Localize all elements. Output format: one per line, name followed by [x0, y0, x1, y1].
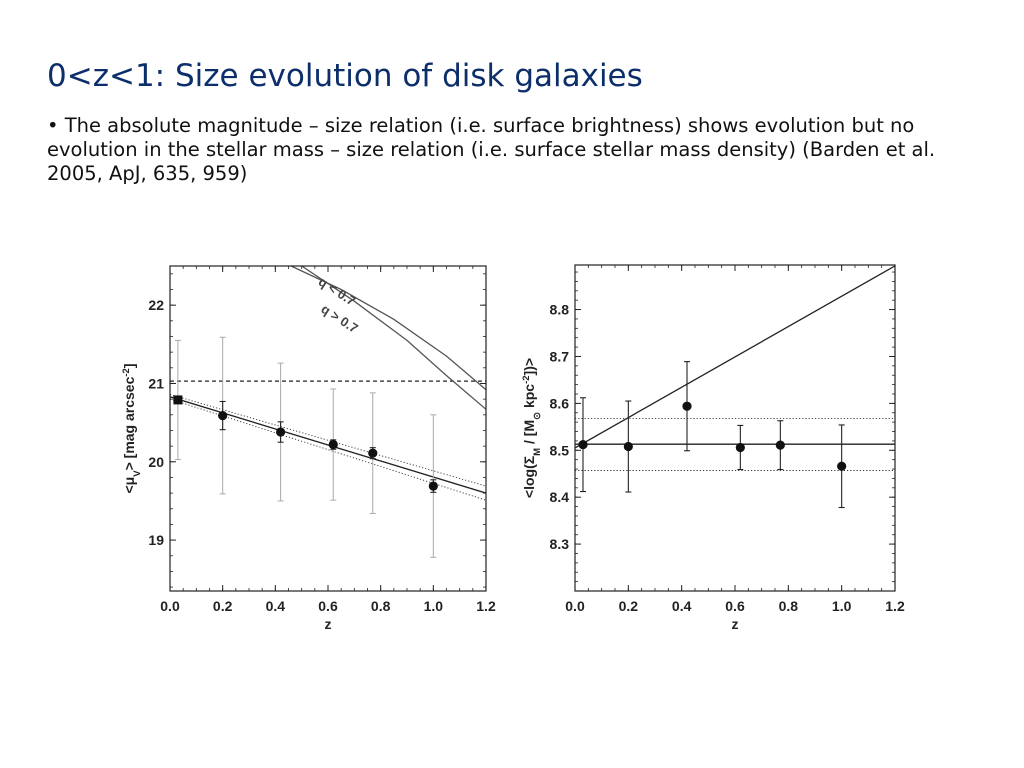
- y-tick-label: 8.6: [550, 395, 570, 411]
- x-tick-label: 0.0: [565, 598, 585, 614]
- y-tick-label: 8.5: [550, 442, 570, 458]
- data-point: [276, 427, 286, 437]
- plot-area: [575, 265, 895, 509]
- x-tick-label: 1.0: [424, 598, 444, 614]
- y-tick-label: 8.7: [550, 348, 570, 364]
- x-tick-label: 0.8: [371, 598, 391, 614]
- data-point: [682, 401, 692, 411]
- dotted-line-2: [170, 393, 486, 487]
- x-axis-title: z: [325, 616, 332, 632]
- stellar-mass-density-chart: 0.0 0.2 0.4 0.6 0.8 1.0 1.2 8.3 8.4 8.5 8.6 8.7 8.8 z…: [521, 264, 905, 632]
- y-tick-label: 20: [148, 454, 164, 470]
- x-tick-label: 0.6: [318, 598, 338, 614]
- data-point: [578, 440, 588, 450]
- y-axis-title: <log(ΣM / [M⊙ kpc-2])>: [521, 358, 543, 498]
- data-point: [623, 441, 633, 452]
- x-tick-label: 0.0: [160, 598, 180, 614]
- data-point: [428, 481, 438, 491]
- x-tick-label: 1.2: [476, 598, 496, 614]
- x-tick-label: 0.4: [266, 598, 286, 614]
- data-point: [837, 461, 847, 471]
- slide-title: 0<z<1: Size evolution of disk galaxies: [47, 58, 643, 94]
- data-point: [368, 448, 378, 458]
- x-tick-label: 0.4: [672, 598, 692, 614]
- data-point: [218, 410, 228, 421]
- data-point-square: [173, 395, 183, 405]
- data-point: [328, 439, 338, 450]
- x-tick-label: 0.2: [619, 598, 639, 614]
- x-tick-label: 1.0: [832, 598, 852, 614]
- curve-label: q < 0.7: [316, 274, 358, 309]
- y-tick-label: 19: [148, 532, 164, 548]
- y-tick-label: 22: [148, 297, 164, 313]
- x-tick-label: 1.2: [885, 598, 905, 614]
- y-tick-label: 21: [148, 375, 164, 391]
- data-point: [735, 442, 745, 453]
- curve-label: q > 0.7: [318, 301, 360, 336]
- bullet-text: • The absolute magnitude – size relation…: [47, 114, 936, 185]
- x-tick-label: 0.2: [213, 598, 233, 614]
- solid-line-1: [170, 396, 486, 494]
- y-tick-label: 8.3: [550, 536, 570, 552]
- x-tick-label: 0.8: [779, 598, 799, 614]
- x-axis-title: z: [732, 616, 739, 632]
- plot-frame: [574, 264, 896, 592]
- surface-brightness-chart: 0.0 0.2 0.4 0.6 0.8 1.0 1.2 19 20 21 22 z <μV> [mag …: [121, 265, 496, 632]
- x-tick-label: 0.6: [725, 598, 745, 614]
- model-curve-5: [301, 266, 486, 410]
- plot-area: [170, 266, 486, 558]
- dotted-line-3: [170, 398, 486, 501]
- y-axis-title: <μV> [mag arcsec-2]: [121, 363, 143, 493]
- solid-line-1: [575, 265, 895, 449]
- data-point: [775, 440, 785, 450]
- y-tick-label: 8.8: [550, 302, 570, 318]
- y-tick-label: 8.4: [550, 489, 570, 505]
